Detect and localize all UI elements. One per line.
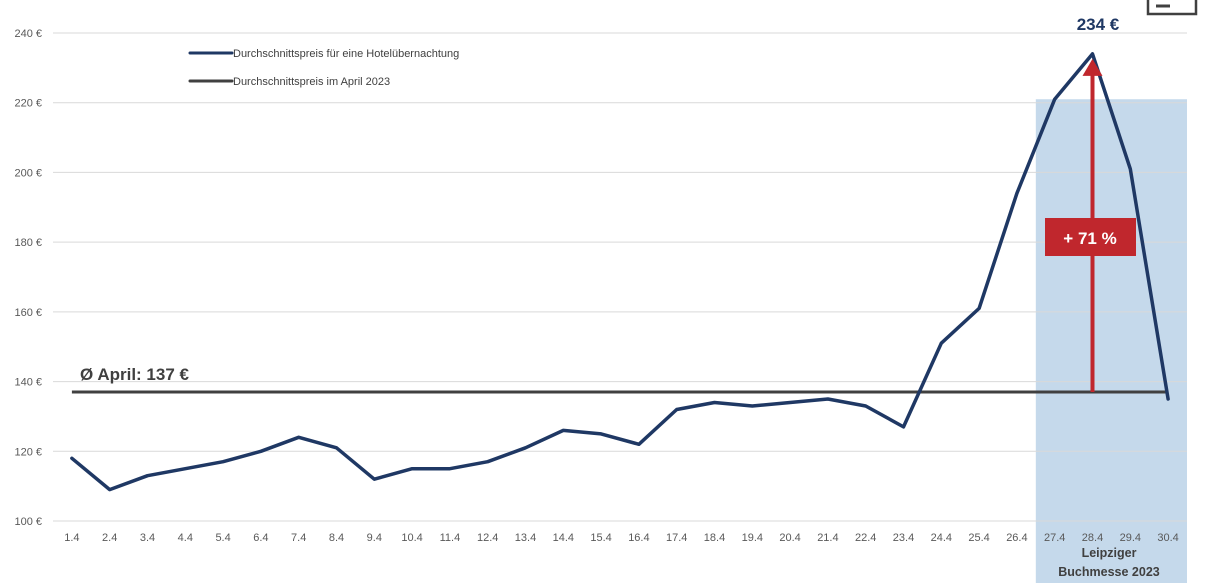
- x-tick-label: 2.4: [102, 532, 117, 544]
- x-tick-label: 9.4: [367, 532, 382, 544]
- x-tick-label: 15.4: [590, 532, 611, 544]
- x-tick-label: 30.4: [1157, 532, 1178, 544]
- legend-label-hotel-price: Durchschnittspreis für eine Hotelübernac…: [233, 48, 459, 60]
- x-tick-label: 1.4: [64, 532, 79, 544]
- average-price-label: Ø April: 137 €: [80, 365, 190, 384]
- x-tick-label: 23.4: [893, 532, 914, 544]
- x-tick-label: 8.4: [329, 532, 344, 544]
- x-tick-label: 29.4: [1120, 532, 1141, 544]
- event-highlight-band: [1035, 99, 1187, 521]
- event-label-line2: Buchmesse 2023: [1058, 565, 1160, 579]
- x-tick-label: 25.4: [968, 532, 989, 544]
- x-tick-label: 24.4: [931, 532, 952, 544]
- x-tick-label: 7.4: [291, 532, 306, 544]
- x-tick-label: 14.4: [553, 532, 574, 544]
- x-tick-label: 26.4: [1006, 532, 1027, 544]
- event-label-band: [1035, 521, 1187, 583]
- change-badge: [1045, 218, 1136, 256]
- x-tick-label: 5.4: [215, 532, 230, 544]
- x-tick-label: 19.4: [742, 532, 763, 544]
- change-percent-label: + 71 %: [1063, 229, 1116, 248]
- x-tick-label: 28.4: [1082, 532, 1103, 544]
- x-tick-label: 6.4: [253, 532, 268, 544]
- bed-icon: [1146, 0, 1198, 16]
- y-tick-label: 180 €: [14, 237, 42, 249]
- y-tick-label: 140 €: [14, 377, 42, 389]
- x-tick-label: 13.4: [515, 532, 536, 544]
- y-tick-label: 220 €: [14, 98, 42, 110]
- x-tick-label: 20.4: [779, 532, 800, 544]
- y-tick-label: 120 €: [14, 446, 42, 458]
- y-tick-label: 240 €: [14, 28, 42, 40]
- event-label-line1: Leipziger: [1082, 546, 1137, 560]
- x-tick-label: 18.4: [704, 532, 725, 544]
- x-tick-label: 16.4: [628, 532, 649, 544]
- x-tick-label: 3.4: [140, 532, 155, 544]
- x-tick-label: 17.4: [666, 532, 687, 544]
- series-line-hotel-price: [70, 52, 1170, 492]
- y-tick-label: 100 €: [14, 516, 42, 528]
- x-tick-label: 4.4: [178, 532, 193, 544]
- peak-price-label: 234 €: [1077, 15, 1120, 34]
- x-tick-label: 12.4: [477, 532, 498, 544]
- x-tick-label: 22.4: [855, 532, 876, 544]
- x-tick-label: 27.4: [1044, 532, 1065, 544]
- x-tick-label: 11.4: [440, 532, 461, 544]
- increase-arrow-head: [1082, 58, 1103, 76]
- y-tick-label: 160 €: [14, 307, 42, 319]
- legend-label-april-average: Durchschnittspreis im April 2023: [233, 76, 390, 88]
- x-tick-label: 10.4: [401, 532, 422, 544]
- x-tick-label: 21.4: [817, 532, 838, 544]
- y-tick-label: 200 €: [14, 167, 42, 179]
